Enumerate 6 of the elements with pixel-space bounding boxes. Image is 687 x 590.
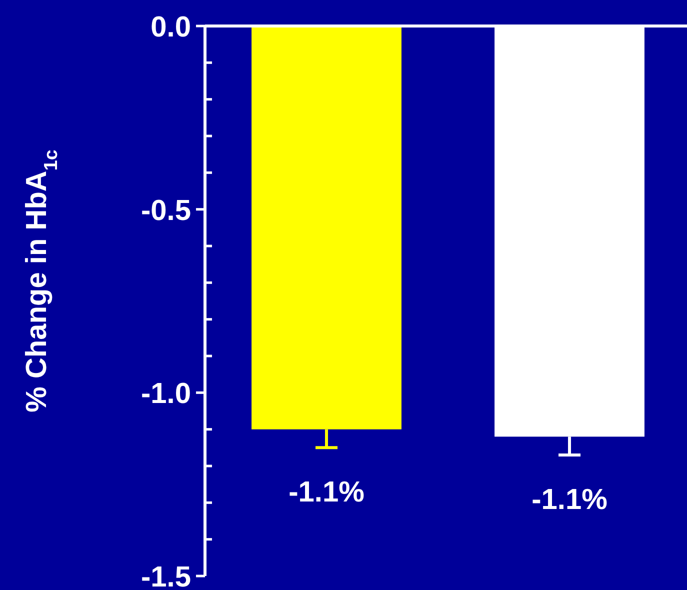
y-tick-label: 0.0 [150, 11, 191, 44]
data-label: -1.1% [288, 476, 365, 509]
data-label: -1.1% [532, 484, 608, 516]
y-tick-label: -1.5 [141, 561, 191, 590]
y-tick-label: -1.0 [141, 378, 191, 410]
y-tick-label: -0.5 [141, 194, 191, 227]
